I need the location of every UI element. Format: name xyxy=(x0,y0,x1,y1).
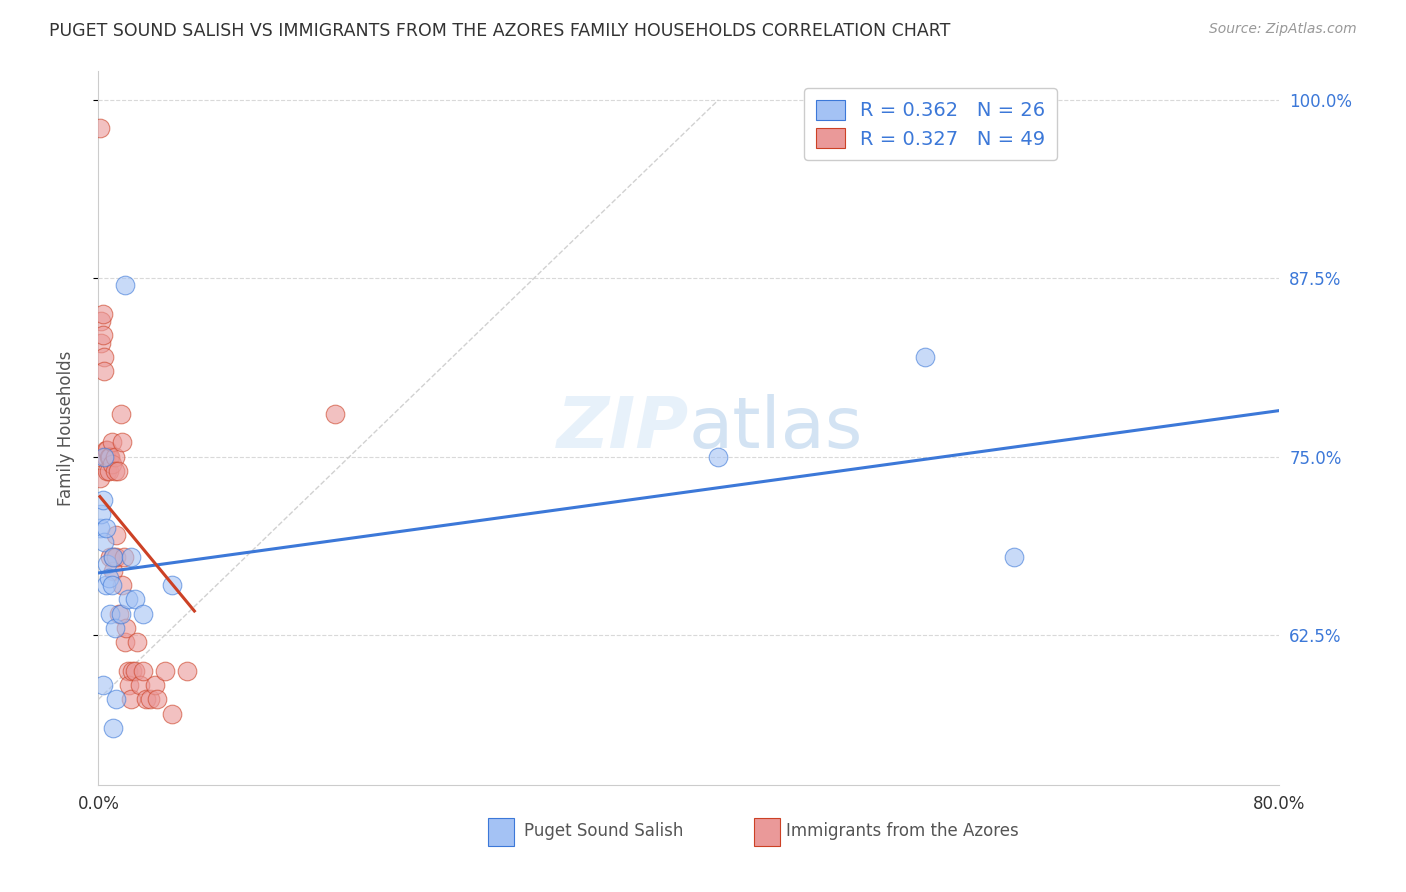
Point xyxy=(105,549,128,564)
Point xyxy=(98,549,121,564)
Point xyxy=(98,450,121,464)
Point xyxy=(89,450,111,464)
Point xyxy=(125,635,148,649)
Point xyxy=(90,314,112,328)
Text: PUGET SOUND SALISH VS IMMIGRANTS FROM THE AZORES FAMILY HOUSEHOLDS CORRELATION C: PUGET SOUND SALISH VS IMMIGRANTS FROM TH… xyxy=(49,22,950,40)
Point xyxy=(1002,549,1025,564)
Point xyxy=(96,557,118,571)
Point xyxy=(162,706,183,721)
Point xyxy=(91,328,114,343)
Point xyxy=(135,692,157,706)
Point xyxy=(176,664,198,678)
Point xyxy=(94,521,117,535)
Point xyxy=(110,607,132,621)
Point xyxy=(89,121,111,136)
Text: Puget Sound Salish: Puget Sound Salish xyxy=(523,822,683,840)
Point xyxy=(124,592,146,607)
Point xyxy=(124,664,146,678)
Point xyxy=(110,407,132,421)
Point xyxy=(93,350,115,364)
Point xyxy=(91,492,114,507)
Point xyxy=(104,464,127,478)
Point xyxy=(103,564,125,578)
Point xyxy=(100,435,122,450)
Point xyxy=(91,307,114,321)
Point xyxy=(114,635,136,649)
Point xyxy=(139,692,162,706)
Point xyxy=(93,450,115,464)
Point xyxy=(107,464,129,478)
Point xyxy=(103,549,125,564)
Point xyxy=(118,678,141,692)
Point xyxy=(89,521,111,535)
Point xyxy=(153,664,176,678)
Point xyxy=(707,450,730,464)
Y-axis label: Family Households: Family Households xyxy=(56,351,75,506)
Point xyxy=(117,592,139,607)
Point xyxy=(94,442,117,457)
Point xyxy=(105,528,128,542)
Point xyxy=(128,678,150,692)
Text: atlas: atlas xyxy=(689,393,863,463)
Point xyxy=(108,607,131,621)
Point xyxy=(97,450,120,464)
Point xyxy=(120,692,142,706)
Point xyxy=(143,678,166,692)
Point xyxy=(94,578,117,592)
Point xyxy=(112,549,135,564)
Point xyxy=(90,507,112,521)
Point xyxy=(98,607,121,621)
Point xyxy=(121,664,143,678)
Bar xyxy=(754,819,780,846)
Point xyxy=(120,549,142,564)
Point xyxy=(117,664,139,678)
Point xyxy=(94,450,117,464)
Bar xyxy=(488,819,515,846)
Point xyxy=(114,278,136,293)
Point xyxy=(93,535,115,549)
Text: Immigrants from the Azores: Immigrants from the Azores xyxy=(786,822,1018,840)
Point xyxy=(146,692,169,706)
Point xyxy=(96,464,118,478)
Point xyxy=(162,578,183,592)
Point xyxy=(100,578,122,592)
Point xyxy=(97,464,120,478)
Text: ZIP: ZIP xyxy=(557,393,689,463)
Point xyxy=(93,364,115,378)
Point xyxy=(105,692,128,706)
Point xyxy=(97,571,120,585)
Point xyxy=(132,664,155,678)
Point xyxy=(103,549,125,564)
Point xyxy=(100,457,122,471)
Point xyxy=(323,407,346,421)
Point xyxy=(103,721,125,735)
Point xyxy=(96,442,118,457)
Point xyxy=(91,678,114,692)
Point xyxy=(90,335,112,350)
Point xyxy=(89,471,111,485)
Point xyxy=(132,607,155,621)
Text: Source: ZipAtlas.com: Source: ZipAtlas.com xyxy=(1209,22,1357,37)
Point xyxy=(115,621,138,635)
Legend: R = 0.362   N = 26, R = 0.327   N = 49: R = 0.362 N = 26, R = 0.327 N = 49 xyxy=(804,88,1057,161)
Point xyxy=(104,450,127,464)
Point xyxy=(111,435,134,450)
Point xyxy=(104,621,127,635)
Point xyxy=(111,578,134,592)
Point xyxy=(914,350,936,364)
